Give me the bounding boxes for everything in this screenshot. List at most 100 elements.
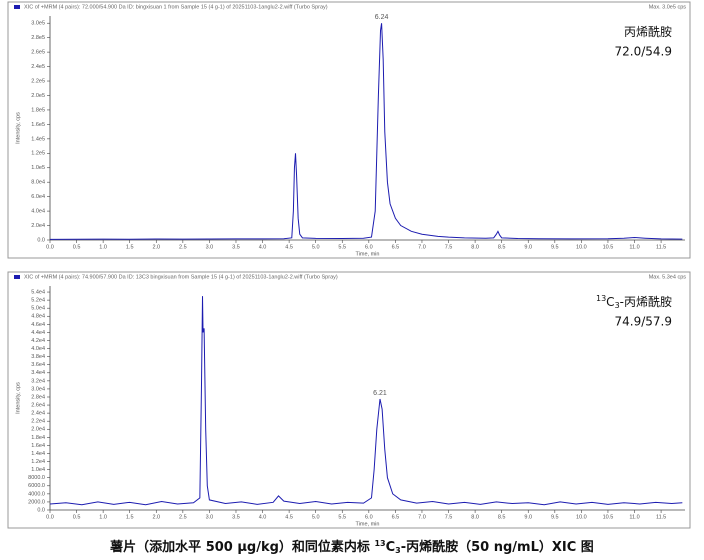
x-tick-label: 10.5 bbox=[603, 244, 614, 250]
y-tick-label: 8.0e4 bbox=[31, 180, 45, 186]
x-tick-label: 4.5 bbox=[285, 244, 293, 250]
panel-frame bbox=[7, 271, 691, 529]
y-tick-label: 2.0e4 bbox=[31, 223, 45, 229]
header-icon bbox=[14, 275, 20, 279]
x-tick-label: 9.5 bbox=[551, 244, 559, 250]
x-tick-label: 3.0 bbox=[206, 244, 214, 250]
x-axis-label: Time, min bbox=[356, 521, 380, 527]
compound-label: 13C3-丙烯酰胺 bbox=[596, 294, 672, 310]
x-tick-label: 9.5 bbox=[551, 514, 559, 520]
compound-label: 丙烯酰胺 bbox=[624, 25, 672, 39]
y-tick-label: 4.8e4 bbox=[31, 314, 45, 320]
x-tick-label: 5.5 bbox=[338, 244, 346, 250]
compound-rest: -丙烯酰胺 bbox=[620, 295, 672, 309]
x-tick-label: 11.0 bbox=[629, 244, 639, 250]
y-tick-label: 4.4e4 bbox=[31, 330, 45, 336]
compound-main: 丙烯酰胺 bbox=[624, 25, 672, 39]
compound-sup: 13 bbox=[596, 294, 606, 303]
x-tick-label: 4.5 bbox=[285, 514, 293, 520]
y-tick-label: 5.2e4 bbox=[31, 298, 45, 304]
y-tick-label: 6.0e4 bbox=[31, 194, 45, 200]
x-tick-label: 8.0 bbox=[471, 514, 479, 520]
y-tick-label: 1.0e5 bbox=[31, 165, 45, 171]
x-tick-label: 10.5 bbox=[603, 514, 614, 520]
chromatogram-line bbox=[49, 296, 683, 506]
x-tick-label: 6.5 bbox=[392, 514, 400, 520]
y-tick-label: 2.8e5 bbox=[31, 35, 45, 41]
header-icon bbox=[14, 5, 20, 9]
x-tick-label: 8.5 bbox=[498, 244, 506, 250]
y-tick-label: 1.6e5 bbox=[31, 122, 45, 128]
x-tick-label: 0.5 bbox=[73, 514, 81, 520]
max-label: Max. 3.0e5 cps bbox=[649, 4, 687, 10]
caption-text: -丙烯酰胺（50 ng/mL）XIC 图 bbox=[401, 539, 594, 555]
x-tick-label: 2.5 bbox=[179, 514, 187, 520]
y-tick-label: 1.2e5 bbox=[31, 151, 45, 157]
x-tick-label: 2.0 bbox=[152, 514, 160, 520]
x-tick-label: 1.5 bbox=[126, 244, 134, 250]
compound-main: C bbox=[606, 295, 614, 309]
x-tick-label: 2.5 bbox=[179, 244, 187, 250]
x-tick-label: 6.0 bbox=[365, 244, 373, 250]
x-tick-label: 0.0 bbox=[46, 514, 54, 520]
panel-header: XIC of +MRM (4 pairs): 74.900/57.900 Da … bbox=[24, 274, 338, 280]
y-tick-label: 1.8e4 bbox=[31, 435, 45, 441]
caption: 薯片（添加水平 500 μg/kg）和同位素内标 13C3-丙烯酰胺（50 ng… bbox=[109, 539, 594, 555]
y-tick-label: 4.0e4 bbox=[31, 209, 45, 215]
y-tick-label: 8000.0 bbox=[28, 475, 45, 481]
y-tick-label: 2.6e4 bbox=[31, 403, 45, 409]
y-axis-label: Intensity, cps bbox=[15, 112, 21, 144]
y-tick-label: 2.0e5 bbox=[31, 93, 45, 99]
y-tick-label: 2.2e4 bbox=[31, 419, 45, 425]
x-tick-label: 4.0 bbox=[259, 514, 267, 520]
y-tick-label: 3.0e5 bbox=[31, 21, 45, 27]
panel-header: XIC of +MRM (4 pairs): 72.000/54.900 Da … bbox=[24, 4, 328, 10]
x-tick-label: 1.5 bbox=[126, 514, 134, 520]
y-tick-label: 3.2e4 bbox=[31, 378, 45, 384]
y-tick-label: 1.6e4 bbox=[31, 443, 45, 449]
y-tick-label: 2.8e4 bbox=[31, 394, 45, 400]
x-tick-label: 3.0 bbox=[206, 514, 214, 520]
x-tick-label: 1.0 bbox=[99, 244, 107, 250]
x-tick-label: 11.5 bbox=[656, 244, 666, 250]
y-tick-label: 1.4e4 bbox=[31, 451, 45, 457]
transition-label: 74.9/57.9 bbox=[615, 315, 672, 329]
x-tick-label: 9.0 bbox=[524, 244, 532, 250]
y-tick-label: 1.4e5 bbox=[31, 136, 45, 142]
y-tick-label: 3.0e4 bbox=[31, 386, 45, 392]
y-tick-label: 3.8e4 bbox=[31, 354, 45, 360]
y-tick-label: 5.4e4 bbox=[31, 290, 45, 296]
x-tick-label: 1.0 bbox=[99, 514, 107, 520]
y-tick-label: 1.0e4 bbox=[31, 467, 45, 473]
transition-label: 72.0/54.9 bbox=[615, 45, 672, 59]
y-tick-label: 0.0 bbox=[37, 507, 45, 513]
x-tick-label: 3.5 bbox=[232, 514, 240, 520]
x-tick-label: 10.0 bbox=[576, 514, 587, 520]
x-tick-label: 7.0 bbox=[418, 514, 426, 520]
x-tick-label: 5.5 bbox=[338, 514, 346, 520]
y-tick-label: 4000.0 bbox=[28, 491, 45, 497]
x-tick-label: 0.0 bbox=[46, 244, 54, 250]
x-axis-label: Time, min bbox=[356, 251, 380, 257]
x-tick-label: 3.5 bbox=[232, 244, 240, 250]
x-tick-label: 11.5 bbox=[656, 514, 666, 520]
y-tick-label: 2.6e5 bbox=[31, 50, 45, 56]
panel-frame bbox=[7, 1, 691, 259]
y-tick-label: 2.4e4 bbox=[31, 411, 45, 417]
y-tick-label: 4.6e4 bbox=[31, 322, 45, 328]
y-tick-label: 1.2e4 bbox=[31, 459, 45, 465]
caption-text: C bbox=[386, 540, 396, 555]
y-tick-label: 2.4e5 bbox=[31, 64, 45, 70]
x-tick-label: 7.0 bbox=[418, 244, 426, 250]
x-tick-label: 0.5 bbox=[73, 244, 81, 250]
x-tick-label: 9.0 bbox=[524, 514, 532, 520]
y-tick-label: 3.4e4 bbox=[31, 370, 45, 376]
max-label: Max. 5.3e4 cps bbox=[649, 274, 687, 280]
caption-text: 薯片（添加水平 500 μg/kg）和同位素内标 bbox=[109, 539, 374, 555]
x-tick-label: 7.5 bbox=[445, 244, 453, 250]
y-tick-label: 2000.0 bbox=[28, 499, 45, 505]
y-tick-label: 3.6e4 bbox=[31, 362, 45, 368]
x-tick-label: 5.0 bbox=[312, 244, 320, 250]
y-tick-label: 6000.0 bbox=[28, 483, 45, 489]
y-tick-label: 2.0e4 bbox=[31, 427, 45, 433]
